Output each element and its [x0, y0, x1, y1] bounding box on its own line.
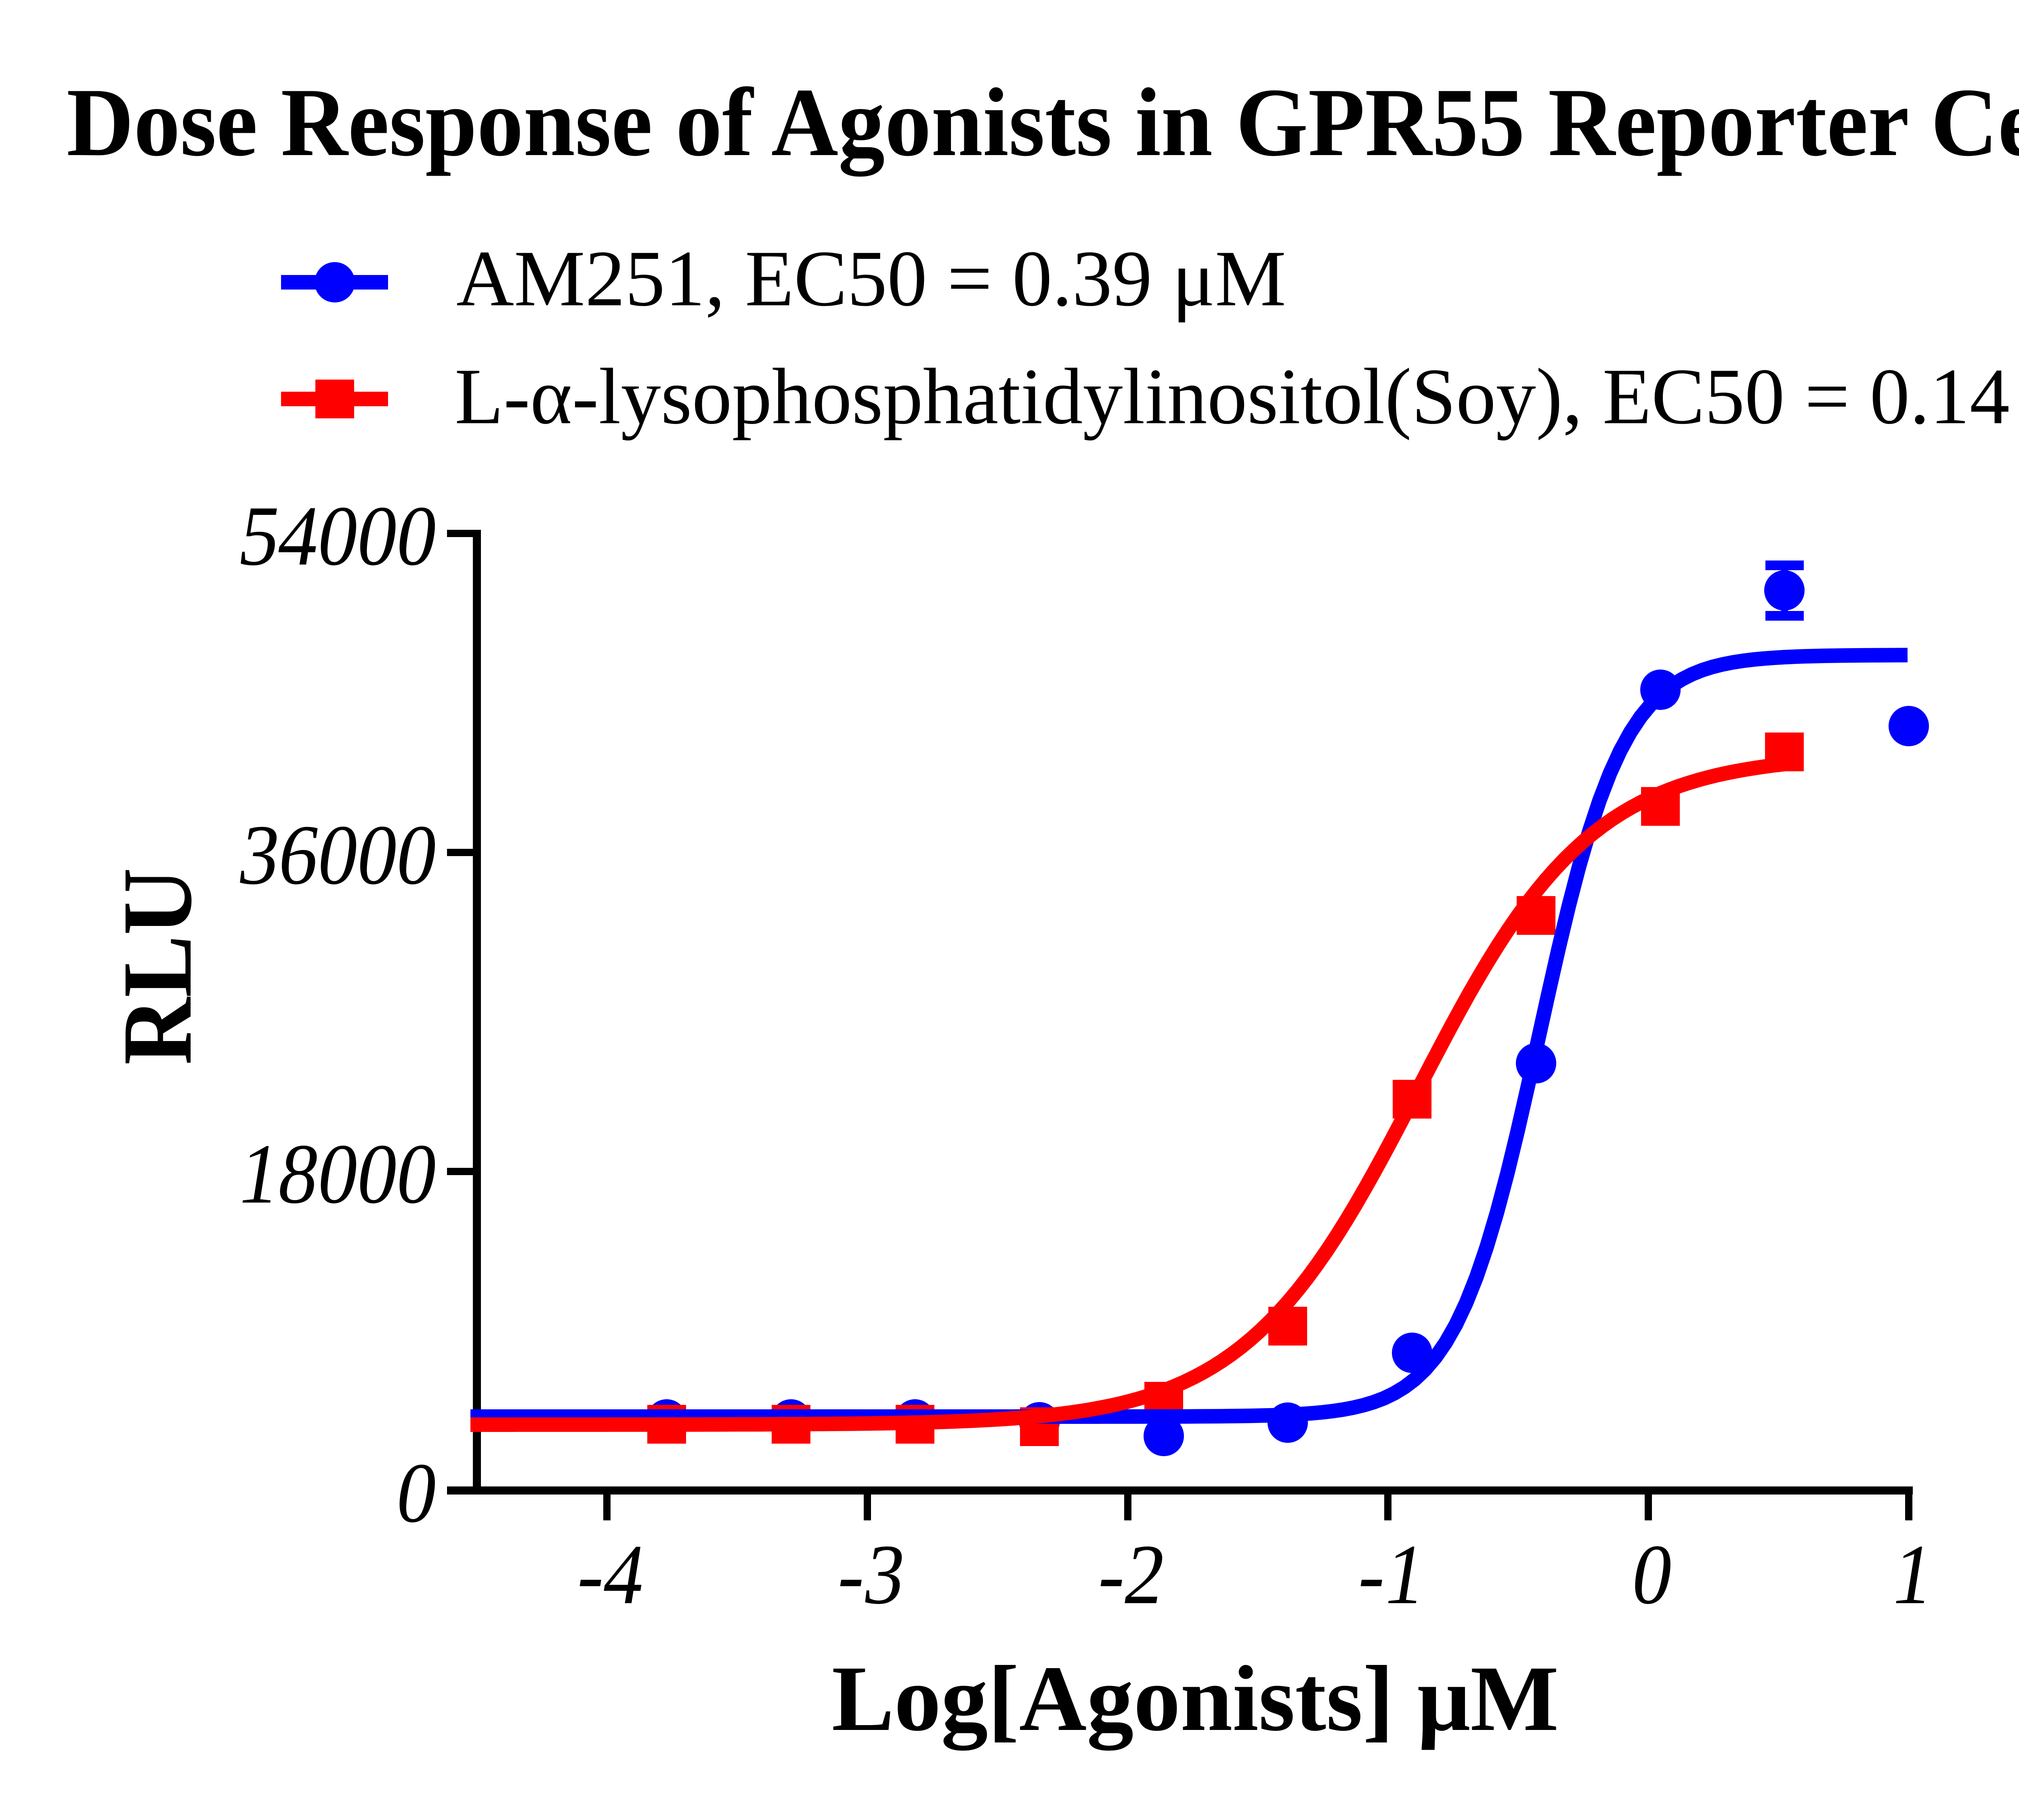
svg-text:Dose Response of Agonists in G: Dose Response of Agonists in GPR55 Repor…: [67, 66, 2019, 177]
svg-text:-2: -2: [1092, 1527, 1173, 1622]
svg-text:0: 0: [1626, 1527, 1680, 1622]
svg-text:54000: 54000: [233, 489, 445, 584]
svg-text:36000: 36000: [233, 808, 445, 903]
svg-text:-3: -3: [831, 1527, 912, 1622]
svg-text:0: 0: [390, 1446, 445, 1541]
svg-text:-1: -1: [1352, 1527, 1433, 1622]
svg-text:RLU: RLU: [102, 868, 212, 1065]
svg-text:18000: 18000: [233, 1127, 445, 1222]
svg-text:1: 1: [1886, 1527, 1941, 1622]
svg-text:AM251, EC50 = 0.39 μM: AM251, EC50 = 0.39 μM: [456, 234, 1286, 323]
svg-text:Log[Agonists] μM: Log[Agonists] μM: [832, 1647, 1559, 1751]
svg-text:L-α-lysophosphatidylinositol(S: L-α-lysophosphatidylinositol(Soy), EC50 …: [455, 352, 2019, 441]
svg-text:-4: -4: [571, 1527, 652, 1622]
